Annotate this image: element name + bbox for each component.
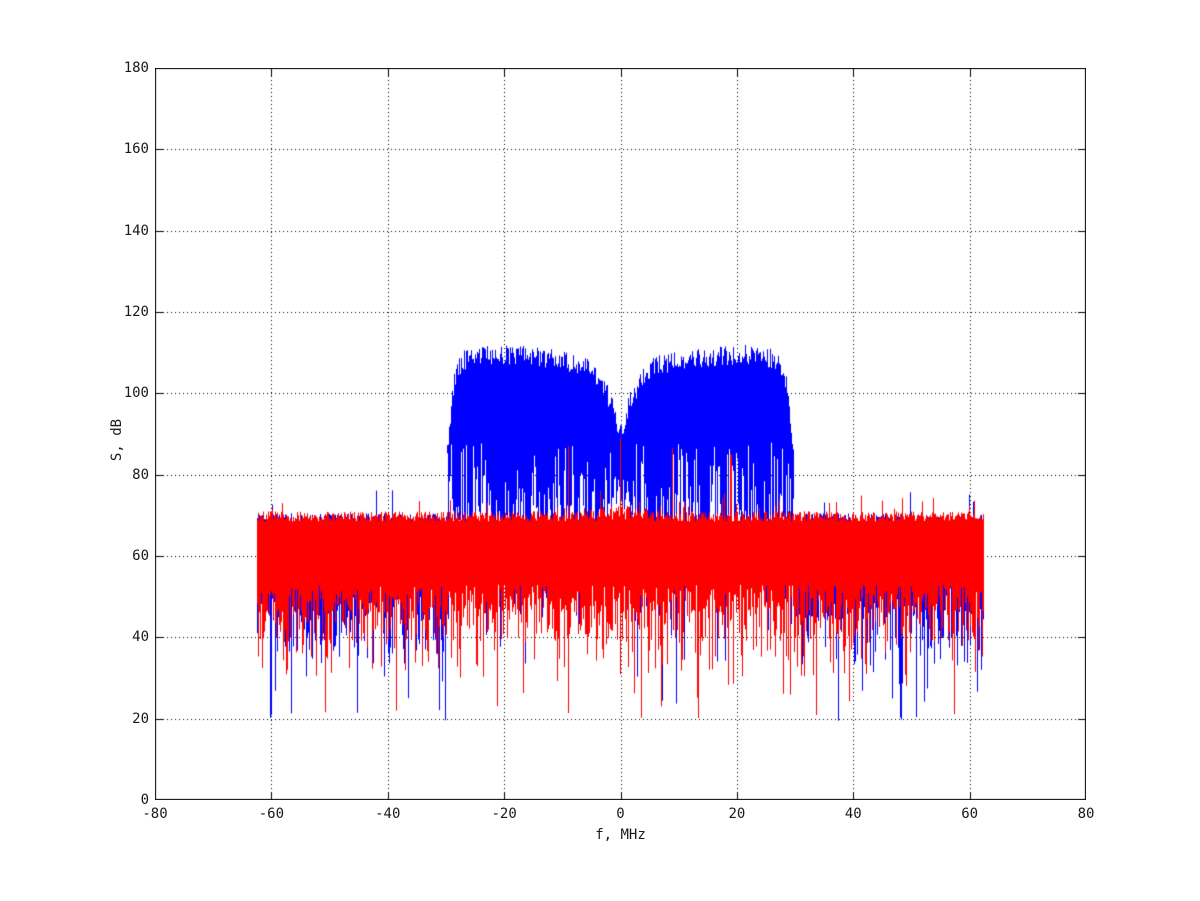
x-tick-label: -20 (491, 806, 517, 822)
y-tick-label: 120 (123, 304, 149, 320)
y-tick-label: 140 (123, 222, 149, 239)
x-tick-label: -60 (258, 806, 285, 822)
x-tick-label: 0 (616, 806, 625, 822)
y-tick-label: 0 (140, 792, 149, 808)
spectrum-plot-canvas (155, 68, 1086, 800)
x-axis-label: f, MHz (595, 827, 646, 843)
x-tick-label: 60 (961, 806, 979, 822)
x-tick-label: 20 (728, 806, 746, 822)
y-tick-label: 80 (132, 466, 149, 483)
x-tick-label: -80 (142, 806, 168, 822)
y-tick-label: 180 (123, 60, 149, 76)
y-tick-label: 160 (123, 141, 149, 158)
x-tick-label: 80 (1077, 806, 1095, 822)
x-tick-label: 40 (844, 806, 862, 822)
y-tick-label: 100 (123, 385, 149, 402)
y-tick-label: 60 (132, 548, 149, 564)
y-tick-label: 40 (132, 629, 149, 646)
y-tick-label: 20 (132, 710, 149, 727)
y-axis-label: S, dB (109, 418, 125, 462)
x-tick-label: -40 (375, 806, 401, 822)
